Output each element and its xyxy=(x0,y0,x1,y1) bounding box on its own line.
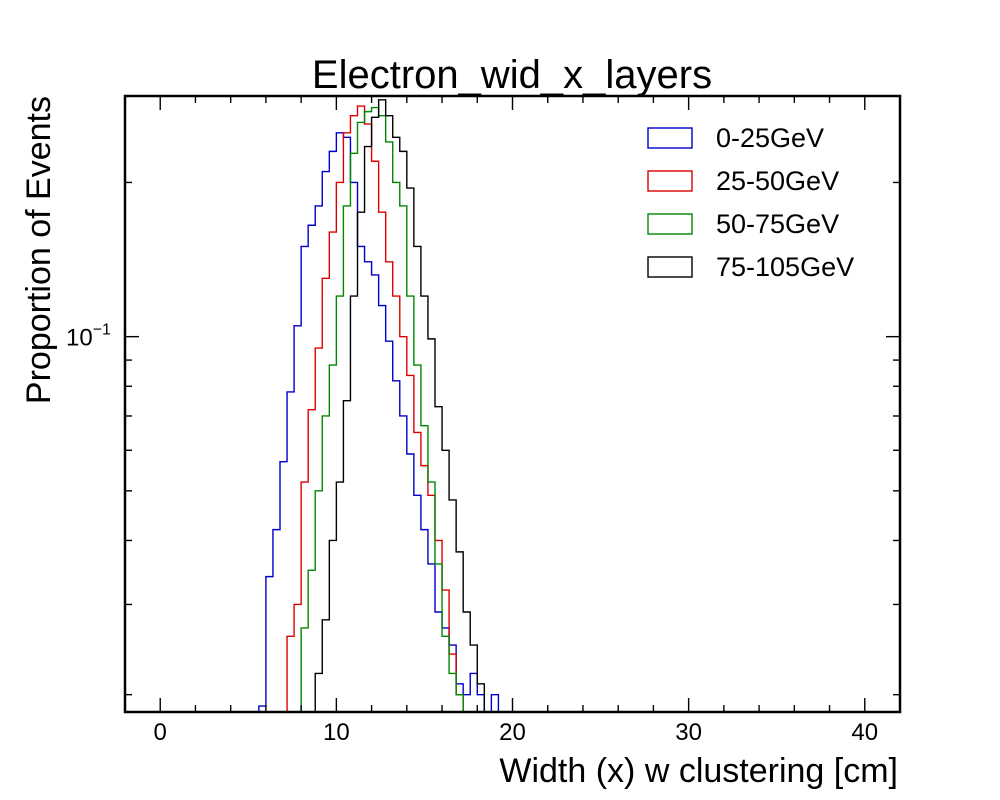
legend-swatch-1 xyxy=(647,170,693,192)
x-tick-label: 30 xyxy=(675,719,702,746)
chart-title: Electron_wid_x_layers xyxy=(312,53,712,97)
plot-area xyxy=(258,99,506,712)
legend-swatch-0 xyxy=(647,127,693,149)
legend-label-0: 0-25GeV xyxy=(716,123,824,153)
series-line-3 xyxy=(314,99,492,712)
x-tick-label: 0 xyxy=(154,719,167,746)
x-axis-label: Width (x) w clustering [cm] xyxy=(499,752,898,790)
legend-label-1: 25-50GeV xyxy=(716,166,839,196)
series-line-1 xyxy=(286,105,471,712)
x-tick-label: 20 xyxy=(499,719,526,746)
legend-label-2: 50-75GeV xyxy=(716,209,839,239)
axes: 0 10 20 30 40 10−1 xyxy=(66,94,902,746)
y-axis-label: Proportion of Events xyxy=(20,96,58,404)
legend-swatch-3 xyxy=(647,256,693,278)
legend-swatch-2 xyxy=(647,213,693,235)
x-tick-label: 40 xyxy=(851,719,878,746)
legend-label-3: 75-105GeV xyxy=(716,252,854,282)
x-tick-label: 10 xyxy=(323,719,350,746)
y-tick-label: 10−1 xyxy=(66,322,111,352)
series-line-0 xyxy=(258,132,506,712)
series-line-2 xyxy=(300,106,471,712)
legend: 0-25GeV 25-50GeV 50-75GeV 75-105GeV xyxy=(647,123,854,282)
